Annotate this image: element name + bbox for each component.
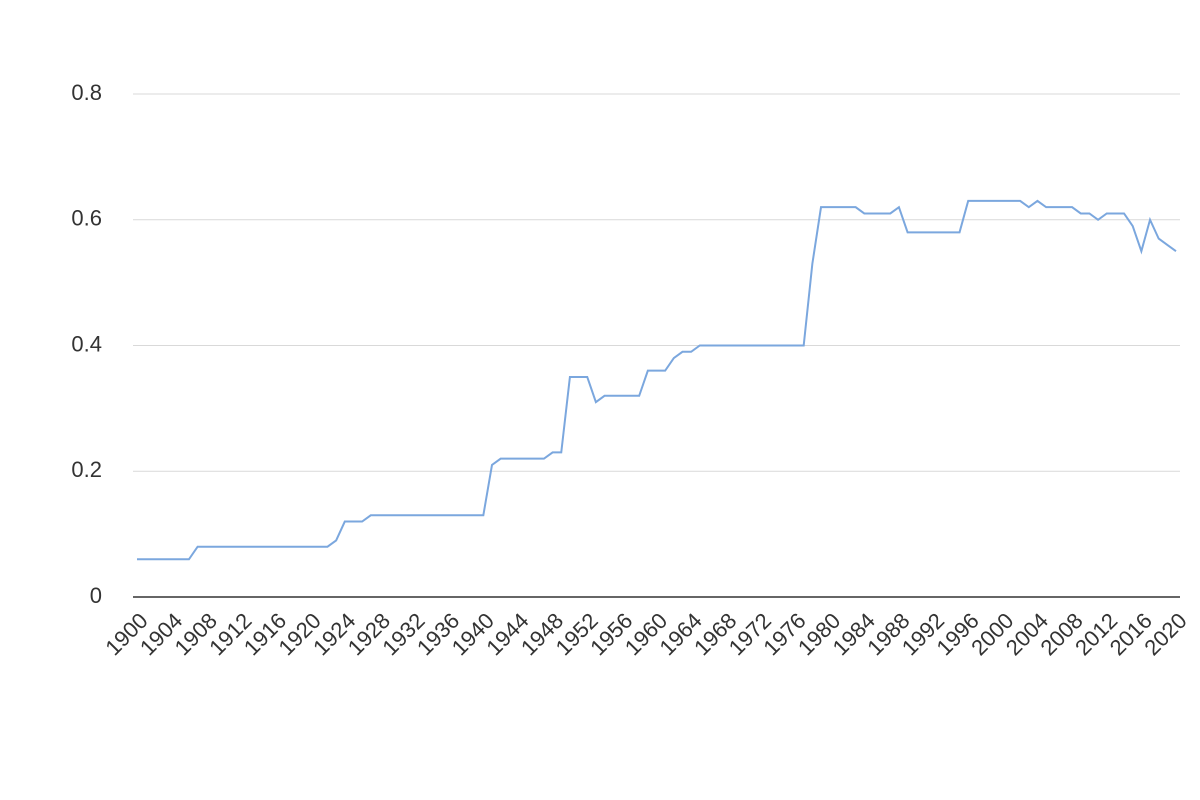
y-tick-label: 0.4 [71, 331, 102, 356]
y-tick-label: 0.2 [71, 457, 102, 482]
x-tick-label: 2020 [1139, 608, 1191, 660]
data-line [137, 199, 1177, 561]
y-tick-label: 0.6 [71, 206, 102, 231]
y-tick-label: 0 [90, 583, 102, 608]
y-tick-label: 0.8 [71, 80, 102, 105]
